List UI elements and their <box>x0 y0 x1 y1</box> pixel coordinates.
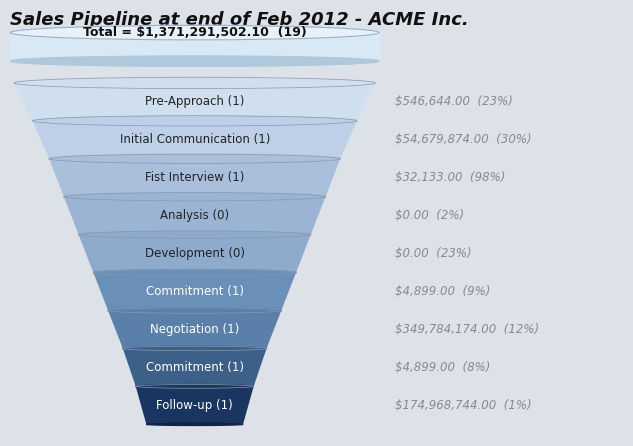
Ellipse shape <box>14 77 375 89</box>
Polygon shape <box>14 83 375 121</box>
Polygon shape <box>123 348 266 386</box>
Ellipse shape <box>93 270 296 275</box>
Ellipse shape <box>135 385 254 388</box>
Text: Total = $1,371,291,502.10  (19): Total = $1,371,291,502.10 (19) <box>83 26 306 39</box>
Ellipse shape <box>108 309 281 313</box>
Polygon shape <box>78 235 311 273</box>
Text: Fist Interview (1): Fist Interview (1) <box>145 171 244 184</box>
Polygon shape <box>135 386 254 424</box>
Text: Initial Communication (1): Initial Communication (1) <box>120 133 270 146</box>
Polygon shape <box>49 159 341 197</box>
Ellipse shape <box>123 346 266 351</box>
Polygon shape <box>10 33 379 61</box>
Polygon shape <box>64 197 325 235</box>
Ellipse shape <box>32 116 357 126</box>
Ellipse shape <box>146 423 243 425</box>
Polygon shape <box>93 273 296 310</box>
Text: Follow-up (1): Follow-up (1) <box>156 399 233 412</box>
Ellipse shape <box>49 154 341 163</box>
Ellipse shape <box>10 25 379 40</box>
Text: Development (0): Development (0) <box>145 247 245 260</box>
Ellipse shape <box>10 56 379 66</box>
Text: Analysis (0): Analysis (0) <box>160 209 229 222</box>
Ellipse shape <box>10 56 379 66</box>
Text: $546,644.00  (23%): $546,644.00 (23%) <box>394 95 513 108</box>
Ellipse shape <box>64 193 325 201</box>
Polygon shape <box>108 310 281 348</box>
Text: Commitment (1): Commitment (1) <box>146 361 244 374</box>
Ellipse shape <box>135 384 254 388</box>
Ellipse shape <box>10 25 379 40</box>
Ellipse shape <box>93 269 296 276</box>
Ellipse shape <box>123 347 266 350</box>
Ellipse shape <box>108 308 281 313</box>
Text: Negotiation (1): Negotiation (1) <box>150 323 239 336</box>
Text: Sales Pipeline at end of Feb 2012 - ACME Inc.: Sales Pipeline at end of Feb 2012 - ACME… <box>10 11 469 29</box>
Ellipse shape <box>64 194 325 199</box>
Text: $32,133.00  (98%): $32,133.00 (98%) <box>394 171 505 184</box>
Polygon shape <box>10 33 379 61</box>
Text: $0.00  (23%): $0.00 (23%) <box>394 247 471 260</box>
Ellipse shape <box>32 117 357 124</box>
Text: $0.00  (2%): $0.00 (2%) <box>394 209 464 222</box>
Polygon shape <box>32 121 357 159</box>
Text: $349,784,174.00  (12%): $349,784,174.00 (12%) <box>394 323 539 336</box>
Text: $4,899.00  (8%): $4,899.00 (8%) <box>394 361 490 374</box>
Text: $174,968,744.00  (1%): $174,968,744.00 (1%) <box>394 399 531 412</box>
Text: Pre-Approach (1): Pre-Approach (1) <box>145 95 244 108</box>
Text: $54,679,874.00  (30%): $54,679,874.00 (30%) <box>394 133 531 146</box>
Ellipse shape <box>78 232 311 237</box>
Text: Commitment (1): Commitment (1) <box>146 285 244 298</box>
Ellipse shape <box>49 156 341 162</box>
Ellipse shape <box>78 231 311 238</box>
Text: $4,899.00  (9%): $4,899.00 (9%) <box>394 285 490 298</box>
Text: Total = $1,371,291,502.10  (19): Total = $1,371,291,502.10 (19) <box>83 26 306 39</box>
